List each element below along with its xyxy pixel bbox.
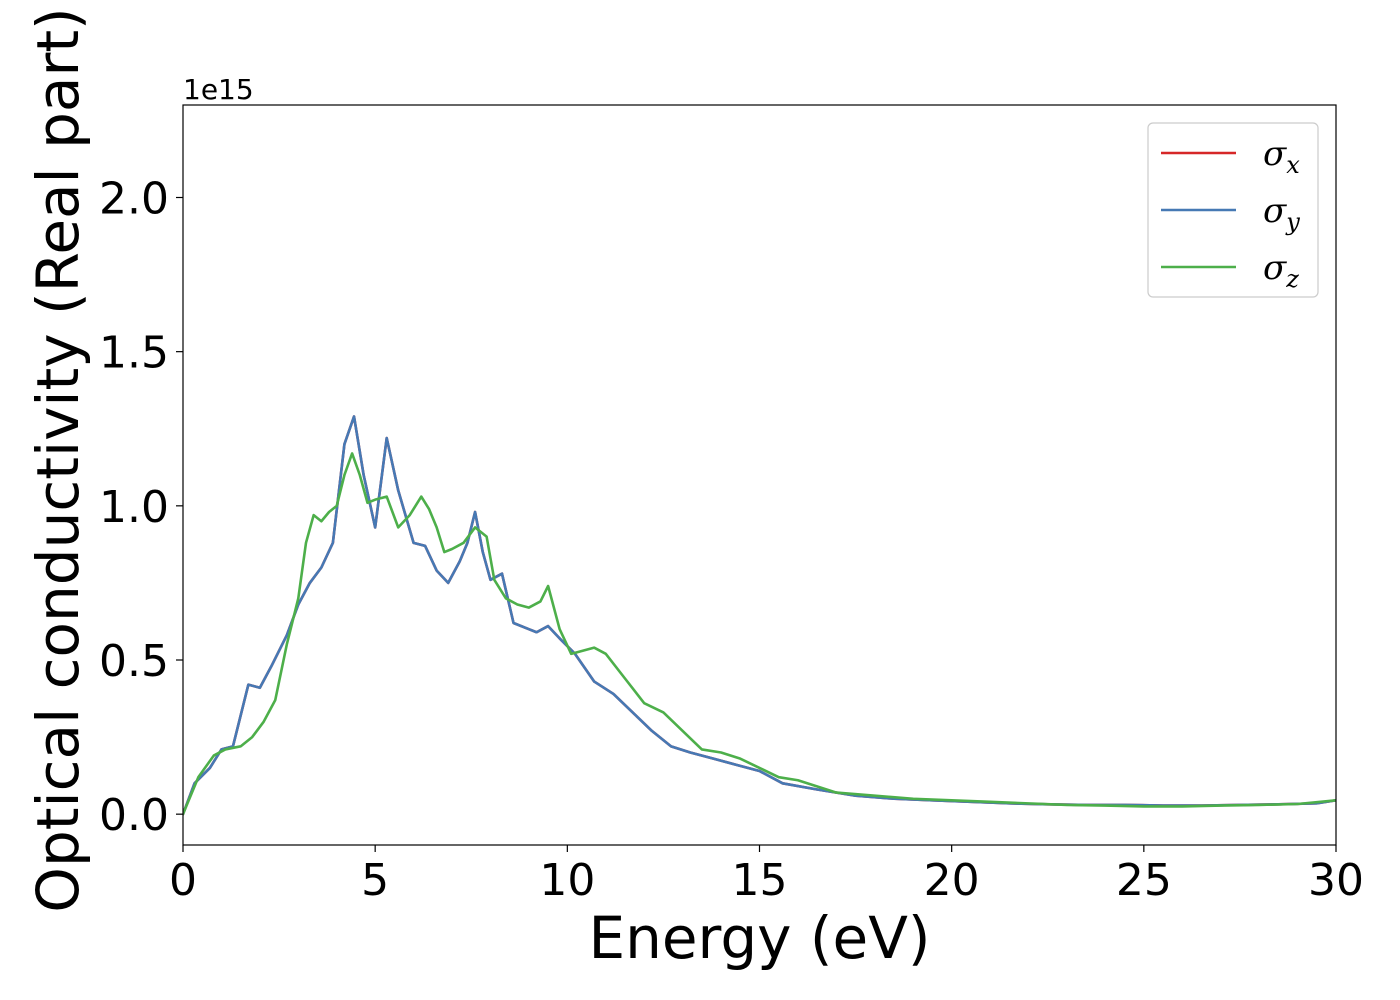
y-offset-label: 1e15 [183,73,254,106]
x-axis-label: Energy (eV) [588,904,930,972]
y-ticks: 0.0 0.5 1.0 1.5 2.0 [99,174,183,841]
series-layer [183,415,1336,816]
x-tick-label: 5 [361,855,389,906]
y-tick-label: 0.5 [99,636,169,687]
x-ticks: 0 5 10 15 20 25 30 [169,845,1364,906]
legend-label-x: σx [1263,134,1300,179]
x-tick-label: 15 [732,855,788,906]
y-tick-label: 0.0 [99,790,169,841]
x-tick-label: 0 [169,855,197,906]
x-tick-label: 20 [924,855,980,906]
y-tick-label: 1.5 [99,328,169,379]
y-tick-label: 1.0 [99,482,169,533]
y-tick-label: 2.0 [99,174,169,225]
series-line-z [183,452,1336,816]
x-tick-label: 25 [1116,855,1172,906]
y-axis-label: Optical conductivity (Real part) [24,7,92,912]
x-tick-label: 30 [1308,855,1364,906]
x-tick-label: 10 [539,855,595,906]
